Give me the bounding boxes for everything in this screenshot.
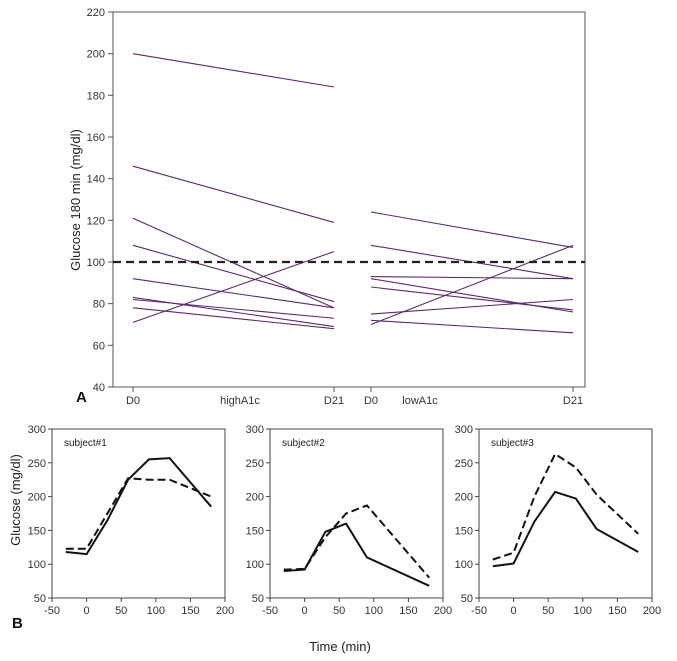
panel-b-xtick-label: 100 (365, 605, 383, 617)
subject-label: subject#1 (64, 438, 107, 449)
series-dashed-subject#3 (492, 452, 639, 561)
panel-b-ytick-label: 300 (28, 424, 46, 436)
panel-a-xtick-label: D21 (563, 395, 583, 407)
panel-b-ytick-label: 150 (455, 525, 473, 537)
panel-a-xtick-label: D21 (324, 395, 344, 407)
series-dashed-subject#1 (65, 477, 212, 550)
series-solid-subject#3 (492, 490, 639, 568)
panel-a-marks: 40 60 80 100 120 140 160 180 200 220 D0 D21 highA1c D… (87, 7, 585, 407)
subject-line-lowA1c (370, 319, 574, 334)
panel-b-ytick-label: 200 (246, 492, 264, 504)
panel-b-xtick-label: 0 (302, 605, 308, 617)
panel-a-xtick-label: D0 (126, 395, 140, 407)
panel-b-xtick-label: 0 (511, 605, 517, 617)
panel-a-ytick-label: 140 (87, 174, 105, 186)
panel-a-ytick-label: 120 (87, 215, 105, 227)
panel-b-xtick-label: 0 (84, 605, 90, 617)
subject-line-lowA1c (370, 244, 574, 326)
panel-b-xtick-label: 200 (643, 605, 661, 617)
panel-a-ytick-label: 200 (87, 49, 105, 61)
series-dashed-subject#2 (283, 504, 430, 579)
subject-line-lowA1c (370, 211, 574, 248)
panel-b-letter: B (12, 615, 23, 632)
panel-b-ytick-label: 300 (455, 424, 473, 436)
panel-b-xtick-label: 200 (216, 605, 234, 617)
panel-b-xtick-label: 50 (333, 605, 345, 617)
panel-b-xtick-label: 150 (608, 605, 626, 617)
panel-b-ytick-label: 100 (455, 559, 473, 571)
subject-label: subject#2 (282, 438, 325, 449)
panel-a-frame (112, 11, 586, 388)
subject-line-highA1c (132, 165, 335, 223)
panel-b-ytick-label: 250 (455, 458, 473, 470)
panel-b-ytick-label: 50 (461, 593, 473, 605)
panel-b-ytick-label: 200 (455, 492, 473, 504)
subject-line-highA1c (132, 278, 335, 309)
panel-a-letter: A (76, 389, 87, 406)
subject-label: subject#3 (491, 438, 534, 449)
panel-b-xlabel: Time (min) (309, 639, 371, 654)
panel-b-ylabel: Glucose (mg/dl) (8, 454, 23, 546)
panel-b-ytick-label: 50 (34, 593, 46, 605)
panel-a-ytick-label: 160 (87, 132, 105, 144)
panel-a: 40 60 80 100 120 140 160 180 200 220 D0 D21 highA1c D… (68, 7, 586, 407)
panel-b-xtick-label: 150 (399, 605, 417, 617)
panel-b-marks: 50 100 150 200 250 300 -50 0 50 100 150 200 subject#… (28, 424, 662, 617)
panel-b: 50 100 150 200 250 300 -50 0 50 100 150 200 subject#… (8, 424, 661, 654)
panel-b-xtick-label: 150 (181, 605, 199, 617)
panel-a-ytick-label: 180 (87, 90, 105, 102)
panel-a-group-label: lowA1c (402, 395, 438, 407)
panel-a-ytick-label: 100 (87, 257, 105, 269)
subject-line-highA1c (132, 251, 335, 323)
panel-a-ytick-label: 80 (93, 299, 105, 311)
panel-b-frame (478, 428, 653, 599)
panel-a-ytick-label: 220 (87, 7, 105, 19)
panel-b-ytick-label: 250 (28, 458, 46, 470)
panel-b-xtick-label: 100 (147, 605, 165, 617)
subject-line-lowA1c (370, 276, 574, 280)
panel-b-ytick-label: 100 (246, 559, 264, 571)
panel-b-frame (269, 428, 444, 599)
panel-b-xtick-label: 50 (115, 605, 127, 617)
panel-b-ytick-label: 150 (28, 525, 46, 537)
subject-line-highA1c (132, 307, 335, 330)
panel-b-ytick-label: 150 (246, 525, 264, 537)
panel-b-xtick-label: -50 (471, 605, 487, 617)
panel-b-xtick-label: 50 (542, 605, 554, 617)
panel-a-ylabel: Glucose 180 min (mg/dl) (68, 129, 83, 271)
panel-b-frame (51, 428, 226, 599)
subject-line-lowA1c (370, 286, 574, 311)
panel-b-ytick-label: 200 (28, 492, 46, 504)
panel-b-ytick-label: 50 (252, 593, 264, 605)
panel-b-xtick-label: -50 (44, 605, 60, 617)
panel-b-xtick-label: -50 (262, 605, 278, 617)
subject-line-highA1c (132, 298, 335, 319)
panel-b-xtick-label: 100 (574, 605, 592, 617)
panel-a-xtick-label: D0 (364, 395, 378, 407)
panel-a-group-label: highA1c (220, 395, 260, 407)
panel-b-xtick-label: 200 (434, 605, 452, 617)
panel-b-ytick-label: 250 (246, 458, 264, 470)
panel-a-ytick-label: 40 (93, 382, 105, 394)
panel-a-ytick-label: 60 (93, 340, 105, 352)
panel-b-ytick-label: 300 (246, 424, 264, 436)
subject-line-highA1c (132, 53, 335, 88)
panel-b-ytick-label: 100 (28, 559, 46, 571)
subject-line-highA1c (132, 244, 335, 303)
